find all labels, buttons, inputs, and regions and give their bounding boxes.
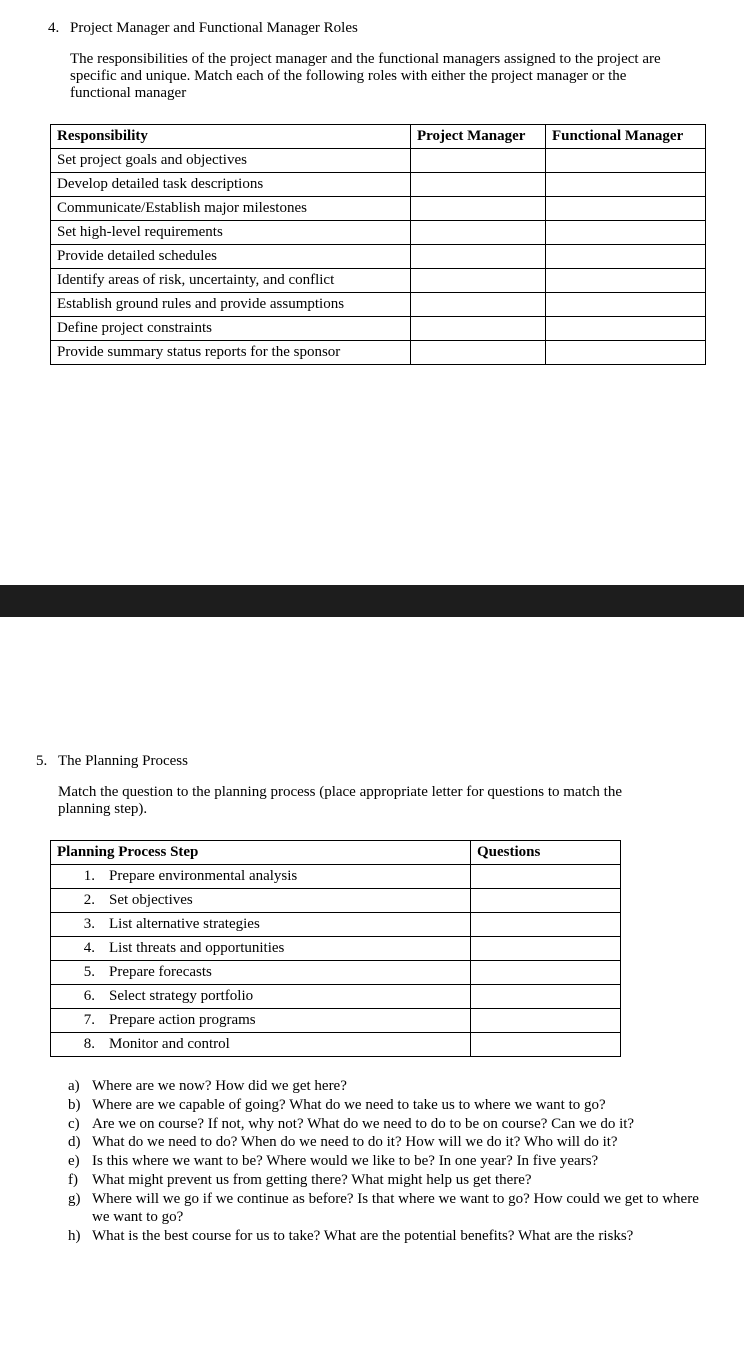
table-row: 7.Prepare action programs xyxy=(51,1009,621,1033)
table-row: 2.Set objectives xyxy=(51,889,621,913)
option-g: g)Where will we go if we continue as bef… xyxy=(68,1190,708,1228)
table-row: Establish ground rules and provide assum… xyxy=(51,293,706,317)
cell-pm[interactable] xyxy=(411,317,546,341)
cell-step: 5.Prepare forecasts xyxy=(51,961,471,985)
cell-question[interactable] xyxy=(471,1033,621,1057)
cell-question[interactable] xyxy=(471,865,621,889)
table-row: 8.Monitor and control xyxy=(51,1033,621,1057)
cell-pm[interactable] xyxy=(411,173,546,197)
col-step: Planning Process Step xyxy=(51,841,471,865)
cell-question[interactable] xyxy=(471,985,621,1009)
option-d: d)What do we need to do? When do we need… xyxy=(68,1133,708,1152)
q5-title: The Planning Process xyxy=(58,753,188,770)
cell-fm[interactable] xyxy=(546,221,706,245)
cell-responsibility: Set high-level requirements xyxy=(51,221,411,245)
q4-prompt: The responsibilities of the project mana… xyxy=(70,51,690,102)
option-b: b)Where are we capable of going? What do… xyxy=(68,1096,708,1115)
cell-question[interactable] xyxy=(471,1009,621,1033)
cell-fm[interactable] xyxy=(546,197,706,221)
q5-prompt: Match the question to the planning proce… xyxy=(58,784,678,818)
cell-fm[interactable] xyxy=(546,173,706,197)
table-row: Provide summary status reports for the s… xyxy=(51,341,706,365)
table-row: Develop detailed task descriptions xyxy=(51,173,706,197)
cell-responsibility: Provide summary status reports for the s… xyxy=(51,341,411,365)
cell-pm[interactable] xyxy=(411,221,546,245)
option-f: f)What might prevent us from getting the… xyxy=(68,1171,708,1190)
cell-step: 1.Prepare environmental analysis xyxy=(51,865,471,889)
cell-pm[interactable] xyxy=(411,149,546,173)
table-row: 5.Prepare forecasts xyxy=(51,961,621,985)
table-header-row: Planning Process Step Questions xyxy=(51,841,621,865)
cell-responsibility: Provide detailed schedules xyxy=(51,245,411,269)
cell-fm[interactable] xyxy=(546,245,706,269)
cell-responsibility: Communicate/Establish major milestones xyxy=(51,197,411,221)
cell-question[interactable] xyxy=(471,913,621,937)
question-4: 4. Project Manager and Functional Manage… xyxy=(0,0,744,385)
cell-step: 7.Prepare action programs xyxy=(51,1009,471,1033)
cell-responsibility: Develop detailed task descriptions xyxy=(51,173,411,197)
col-project-manager: Project Manager xyxy=(411,125,546,149)
table-row: 4.List threats and opportunities xyxy=(51,937,621,961)
cell-pm[interactable] xyxy=(411,197,546,221)
table-row: 3.List alternative strategies xyxy=(51,913,621,937)
q5-table: Planning Process Step Questions 1.Prepar… xyxy=(50,840,621,1057)
cell-pm[interactable] xyxy=(411,245,546,269)
cell-step: 2.Set objectives xyxy=(51,889,471,913)
cell-step: 3.List alternative strategies xyxy=(51,913,471,937)
cell-responsibility: Set project goals and objectives xyxy=(51,149,411,173)
q4-table: Responsibility Project Manager Functiona… xyxy=(50,124,706,365)
cell-pm[interactable] xyxy=(411,269,546,293)
cell-pm[interactable] xyxy=(411,341,546,365)
table-row: Set high-level requirements xyxy=(51,221,706,245)
cell-fm[interactable] xyxy=(546,317,706,341)
cell-step: 6.Select strategy portfolio xyxy=(51,985,471,1009)
cell-step: 4.List threats and opportunities xyxy=(51,937,471,961)
cell-step: 8.Monitor and control xyxy=(51,1033,471,1057)
table-row: 1.Prepare environmental analysis xyxy=(51,865,621,889)
table-row: Set project goals and objectives xyxy=(51,149,706,173)
cell-fm[interactable] xyxy=(546,269,706,293)
cell-fm[interactable] xyxy=(546,293,706,317)
table-row: Communicate/Establish major milestones xyxy=(51,197,706,221)
cell-question[interactable] xyxy=(471,961,621,985)
cell-question[interactable] xyxy=(471,937,621,961)
cell-responsibility: Identify areas of risk, uncertainty, and… xyxy=(51,269,411,293)
cell-fm[interactable] xyxy=(546,149,706,173)
cell-responsibility: Establish ground rules and provide assum… xyxy=(51,293,411,317)
cell-fm[interactable] xyxy=(546,341,706,365)
option-h: h)What is the best course for us to take… xyxy=(68,1227,708,1246)
col-functional-manager: Functional Manager xyxy=(546,125,706,149)
table-row: 6.Select strategy portfolio xyxy=(51,985,621,1009)
col-responsibility: Responsibility xyxy=(51,125,411,149)
cell-responsibility: Define project constraints xyxy=(51,317,411,341)
table-row: Provide detailed schedules xyxy=(51,245,706,269)
cell-question[interactable] xyxy=(471,889,621,913)
option-c: c)Are we on course? If not, why not? Wha… xyxy=(68,1115,708,1134)
q4-title: Project Manager and Functional Manager R… xyxy=(70,20,358,37)
q5-number: 5. xyxy=(10,753,58,770)
option-a: a)Where are we now? How did we get here? xyxy=(68,1077,708,1096)
option-e: e)Is this where we want to be? Where wou… xyxy=(68,1152,708,1171)
cell-pm[interactable] xyxy=(411,293,546,317)
question-5: 5. The Planning Process Match the questi… xyxy=(0,747,744,1266)
q5-options: a)Where are we now? How did we get here?… xyxy=(68,1077,708,1246)
q4-number: 4. xyxy=(10,20,70,37)
table-row: Define project constraints xyxy=(51,317,706,341)
page-separator xyxy=(0,585,744,617)
table-row: Identify areas of risk, uncertainty, and… xyxy=(51,269,706,293)
table-header-row: Responsibility Project Manager Functiona… xyxy=(51,125,706,149)
col-questions: Questions xyxy=(471,841,621,865)
